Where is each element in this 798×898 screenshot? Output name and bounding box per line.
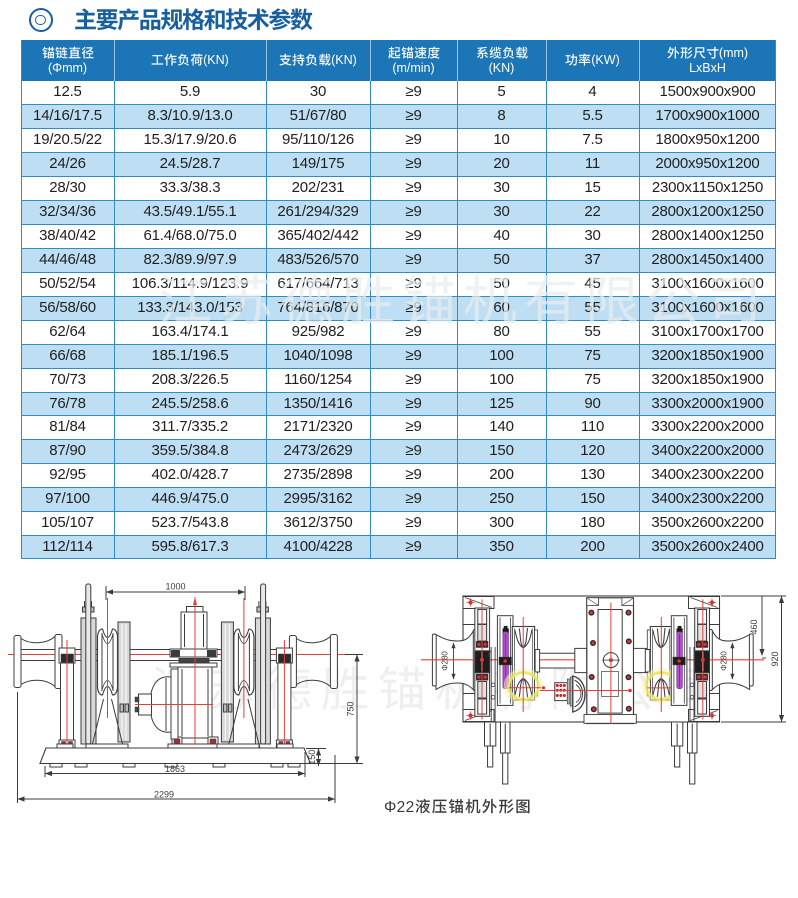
svg-text:Φ280: Φ280 [720, 651, 729, 671]
svg-text:1863: 1863 [165, 764, 185, 774]
svg-text:750: 750 [346, 701, 356, 716]
svg-text:2299: 2299 [154, 790, 174, 800]
svg-text:150: 150 [307, 750, 317, 765]
svg-text:1000: 1000 [165, 582, 185, 592]
svg-text:920: 920 [770, 651, 780, 666]
svg-text:Φ280: Φ280 [441, 651, 450, 671]
svg-text:460: 460 [749, 619, 759, 634]
